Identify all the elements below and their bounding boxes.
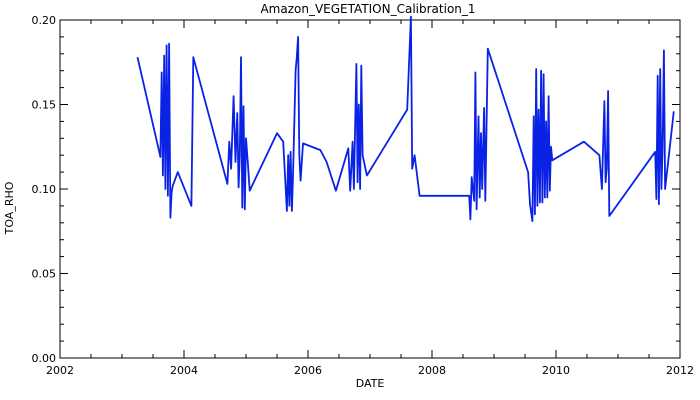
plot-frame (59, 19, 681, 359)
x-tick-label: 2004 (170, 364, 198, 377)
y-axis: 0.00 0.05 0.10 0.15 0.20 (32, 14, 680, 365)
series-line (136, 15, 675, 223)
x-tick-label: 2006 (294, 364, 322, 377)
y-tick-label: 0.20 (32, 14, 57, 27)
x-tick-label: 2008 (418, 364, 446, 377)
y-axis-label: TOA_RHO (3, 181, 16, 235)
chart-title: Amazon_VEGETATION_Calibration_1 (260, 2, 475, 16)
y-tick-label: 0.10 (32, 183, 57, 196)
x-tick-label: 2010 (542, 364, 570, 377)
x-tick-label: 2012 (666, 364, 694, 377)
series-layer (136, 15, 675, 223)
y-tick-label: 0.00 (32, 352, 57, 365)
y-tick-label: 0.15 (32, 99, 57, 112)
x-axis-label: DATE (356, 377, 385, 390)
x-tick-label: 2002 (46, 364, 74, 377)
y-tick-label: 0.05 (32, 268, 57, 281)
x-axis: 2002 2004 2006 2008 2010 2012 (46, 20, 694, 377)
